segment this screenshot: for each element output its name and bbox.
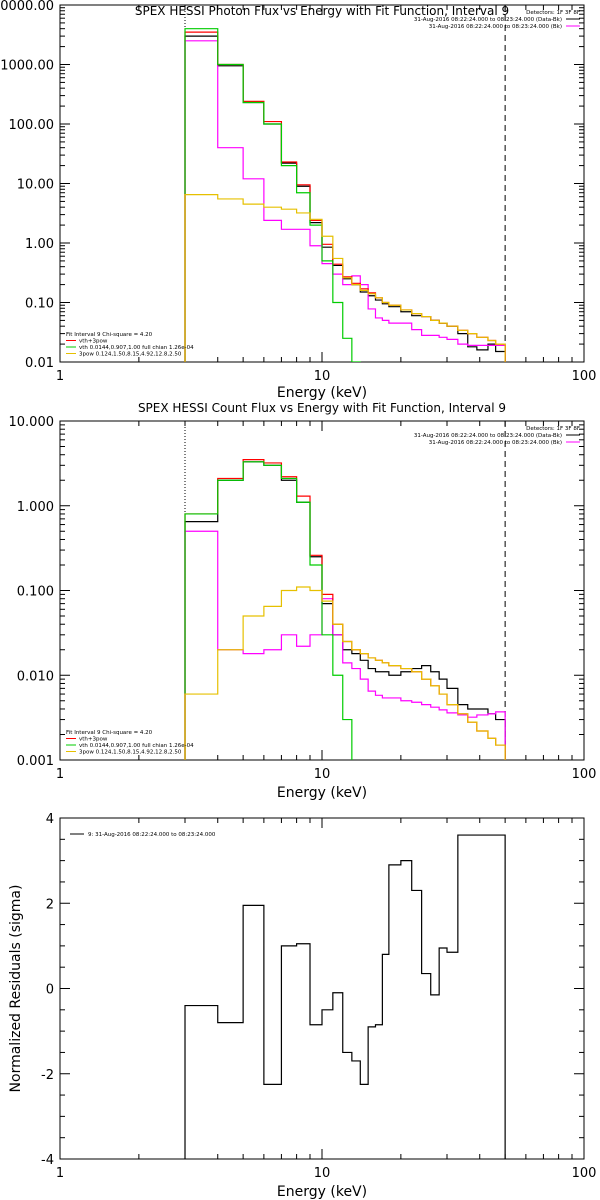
series-line-bk [184,40,506,362]
y-tick-label: 0.10 [25,297,54,312]
y-tick-label: 0 [46,983,54,998]
series-group [184,28,506,362]
x-axis-label: Energy (keV) [277,1184,367,1200]
legend-entry-label: vth+3pow [79,339,108,345]
x-axis-label: Energy (keV) [277,385,367,401]
x-tick-label: 100 [572,767,597,782]
y-tick-label: 10000.00 [0,0,54,14]
series-line-data-bk [184,35,506,362]
y-tick-label: 1.00 [25,237,54,252]
series-line-vth [184,28,361,362]
y-tick-label: 0.100 [17,585,54,600]
y-tick-label: 2 [46,897,54,912]
y-tick-label: 1.000 [17,500,54,515]
x-tick-label: 1 [56,767,64,782]
x-axis-ticks [59,5,585,362]
chart-2: SPEX HESSI Count Flux vs Energy with Fit… [9,401,597,801]
x-tick-label: 100 [572,369,597,384]
legend-entry-label: 3pow 0.124,1.50,8.15,4.92,12.8,2.50 [79,352,182,358]
legend-entry-label: vth 0.0144,0.907,1.00 full chian 1.26e-0… [79,345,194,351]
series-line-bk [184,530,506,760]
series-group [184,834,506,1159]
y-tick-label: -4 [41,1153,54,1168]
legend-entry-label: 31-Aug-2016 08:22:24.000 to 08:23:24.000… [429,24,562,30]
series-line-data-bk [184,461,506,760]
y-axis-ticks [60,424,584,761]
legend-entry-label: 9: 31-Aug-2016 08:22:24.000 to 08:23:24.… [88,832,216,838]
series-group [184,459,506,760]
x-tick-label: 10 [314,369,331,384]
chart-1: SPEX HESSI Photon Flux vs Energy with Fi… [0,0,596,401]
legend-entry-label: vth 0.0144,0.907,1.00 full chian 1.26e-0… [79,743,194,749]
chart-title: SPEX HESSI Count Flux vs Energy with Fit… [138,401,506,415]
series-line-3pow [184,586,506,760]
y-tick-label: 100.00 [9,118,55,133]
series-line-3pow [184,194,506,362]
y-tick-label: -2 [41,1068,54,1083]
y-axis-label: Normalized Residuals (sigma) [8,885,24,1093]
y-tick-label: 0.010 [17,669,54,684]
legend-header: Detectors: 1F 3F 8F [526,10,580,16]
y-axis-ticks [60,817,584,1160]
legend-bottom-left: Fit Interval 9 Chi-square = 4.20vth+3pow… [66,730,194,756]
x-tick-label: 1 [56,369,64,384]
chart-3: 1 10 100 Energy (keV) -4 -2 0 2 4 Normalized Resi… [8,812,596,1200]
fit-info-header: Fit Interval 9 Chi-square = 4.20 [66,332,153,338]
series-line-9-31-aug-2016-08-22-24-000-to-08-23-24-000 [184,834,506,1159]
x-tick-label: 10 [314,767,331,782]
y-tick-label: 0.01 [25,356,54,371]
y-tick-label: 1000.00 [0,59,54,74]
legend-entry-label: 31-Aug-2016 08:22:24.000 to 08:23:24.000… [429,440,562,446]
legend-entry-label: 31-Aug-2016 08:22:24.000 to 08:23:24.000… [414,17,562,23]
y-tick-label: 10.000 [9,415,55,430]
y-tick-label: 10.00 [17,178,54,193]
x-axis-label: Energy (keV) [277,785,367,801]
x-tick-label: 10 [314,1166,331,1181]
series-line-vth [184,461,353,760]
legend-bottom-left: Fit Interval 9 Chi-square = 4.20vth+3pow… [66,332,194,358]
y-tick-label: 0.001 [17,754,54,769]
x-tick-label: 100 [572,1166,597,1181]
legend-top-left: 9: 31-Aug-2016 08:22:24.000 to 08:23:24.… [70,832,216,838]
legend-entry-label: 3pow 0.124,1.50,8.15,4.92,12.8,2.50 [79,750,182,756]
legend-entry-label: 31-Aug-2016 08:22:24.000 to 08:23:24.000… [414,433,562,439]
legend-header: Detectors: 1F 3F 8F [526,426,580,432]
y-axis-ticks [60,7,584,363]
y-tick-label: 4 [46,812,54,827]
fit-info-header: Fit Interval 9 Chi-square = 4.20 [66,730,153,736]
x-tick-label: 1 [56,1166,64,1181]
legend-entry-label: vth+3pow [79,737,108,743]
series-line-vth-3pow [184,459,506,760]
